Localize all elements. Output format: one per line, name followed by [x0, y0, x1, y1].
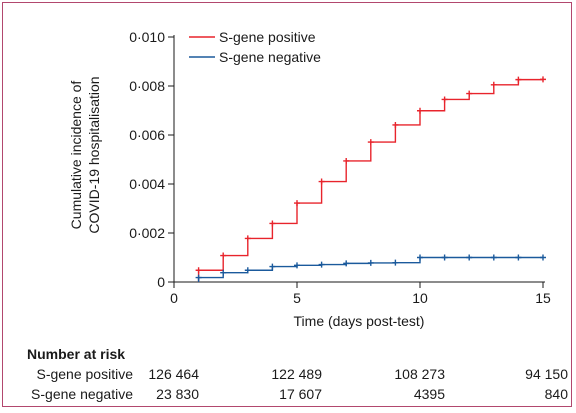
censor-mark: [515, 76, 522, 83]
x-tick-label: 5: [293, 290, 301, 306]
censor-mark: [294, 262, 300, 269]
censor-mark: [269, 263, 276, 270]
risk-value: 126 464: [148, 366, 199, 382]
x-tick-label: 10: [412, 290, 428, 306]
censor-mark: [318, 261, 325, 268]
censor-mark: [392, 121, 399, 128]
series-line: [197, 78, 544, 282]
y-tick-label: 0·004: [129, 176, 165, 192]
y-axis-title-line-2: COVID-19 hospitalisation: [86, 76, 102, 233]
censor-mark: [515, 254, 522, 261]
y-axis-title-line-1: Cumulative incidence of: [68, 81, 84, 230]
censor-mark: [220, 269, 227, 276]
km-chart: 0 0·002 0·004 0·006 0·008 0·010 0 5 10 15 S-gene …: [27, 29, 568, 402]
censor-mark: [417, 107, 423, 114]
censor-mark: [490, 254, 497, 261]
series-positive: [195, 76, 546, 282]
y-tick-label: 0: [157, 274, 165, 290]
censor-mark: [195, 274, 202, 281]
figure-frame: 0 0·002 0·004 0·006 0·008 0·010 0 5 10 15 S-gene …: [2, 2, 572, 407]
censor-mark: [540, 76, 546, 83]
censor-mark: [367, 139, 374, 146]
risk-table-title: Number at risk: [27, 346, 125, 362]
censor-mark: [195, 267, 202, 274]
censor-mark: [466, 254, 473, 261]
risk-value: 4395: [414, 386, 445, 402]
number-at-risk-table: Number at risk S-gene positive 126 464 122…: [27, 346, 568, 402]
censor-mark: [269, 220, 276, 227]
risk-row-label: S-gene negative: [31, 386, 133, 402]
x-tick-label: 0: [170, 290, 178, 306]
censor-mark: [466, 90, 473, 97]
y-tick-label: 0·010: [129, 29, 165, 45]
y-tick-label: 0·002: [129, 225, 165, 241]
censor-mark: [441, 254, 448, 261]
legend-label: S-gene negative: [219, 49, 321, 65]
legend-label: S-gene positive: [219, 29, 316, 45]
y-tick-label: 0·008: [129, 78, 165, 94]
risk-value: 108 273: [394, 366, 445, 382]
censor-mark: [392, 259, 399, 266]
censor-mark: [244, 235, 251, 242]
y-tick-label: 0·006: [129, 127, 165, 143]
censor-mark: [441, 96, 448, 103]
censor-mark: [540, 254, 546, 261]
censor-mark: [343, 157, 350, 164]
risk-value: 23 830: [156, 386, 199, 402]
risk-value: 840: [545, 386, 569, 402]
risk-value: 94 150: [525, 366, 568, 382]
risk-row-label: S-gene positive: [36, 366, 133, 382]
risk-value: 17 607: [279, 386, 322, 402]
censor-mark: [343, 260, 350, 267]
series-negative: [195, 254, 546, 282]
series-group: [195, 76, 546, 282]
x-axis-title: Time (days post-test): [294, 313, 425, 329]
censor-mark: [367, 259, 374, 266]
censor-mark: [417, 254, 423, 261]
censor-mark: [490, 81, 497, 88]
censor-mark: [220, 252, 227, 259]
axes: 0 0·002 0·004 0·006 0·008 0·010 0 5 10 15: [129, 29, 551, 306]
censor-mark: [244, 267, 251, 274]
legend: S-gene positive S-gene negative: [189, 29, 321, 65]
censor-mark: [294, 200, 300, 207]
x-tick-label: 15: [535, 290, 551, 306]
axis-titles: Time (days post-test) Cumulative inciden…: [68, 76, 424, 329]
risk-value: 122 489: [271, 366, 322, 382]
censor-mark: [318, 178, 325, 185]
